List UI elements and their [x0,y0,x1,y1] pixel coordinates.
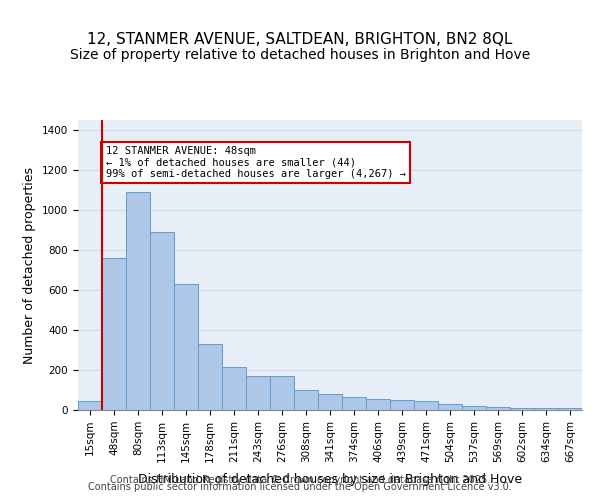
Bar [366,399,390,410]
Text: Size of property relative to detached houses in Brighton and Hove: Size of property relative to detached ho… [70,48,530,62]
Bar [318,394,342,410]
Bar [486,407,510,410]
Bar [222,367,246,410]
Bar [150,232,174,410]
Text: 12, STANMER AVENUE, SALTDEAN, BRIGHTON, BN2 8QL: 12, STANMER AVENUE, SALTDEAN, BRIGHTON, … [88,32,512,48]
Bar [558,408,582,410]
Bar [246,376,270,410]
Bar [270,376,294,410]
Bar [102,258,126,410]
X-axis label: Distribution of detached houses by size in Brighton and Hove: Distribution of detached houses by size … [138,473,522,486]
Bar [126,192,150,410]
Bar [414,401,438,410]
Bar [78,401,102,410]
Bar [294,390,318,410]
Bar [198,344,222,410]
Bar [438,404,462,410]
Bar [534,408,558,410]
Bar [342,397,366,410]
Bar [390,400,414,410]
Bar [174,284,198,410]
Text: Contains public sector information licensed under the Open Government Licence v3: Contains public sector information licen… [88,482,512,492]
Y-axis label: Number of detached properties: Number of detached properties [23,166,37,364]
Text: Contains HM Land Registry data © Crown copyright and database right 2025.: Contains HM Land Registry data © Crown c… [110,475,490,485]
Text: 12 STANMER AVENUE: 48sqm
← 1% of detached houses are smaller (44)
99% of semi-de: 12 STANMER AVENUE: 48sqm ← 1% of detache… [106,146,406,179]
Bar [462,406,486,410]
Bar [510,408,534,410]
